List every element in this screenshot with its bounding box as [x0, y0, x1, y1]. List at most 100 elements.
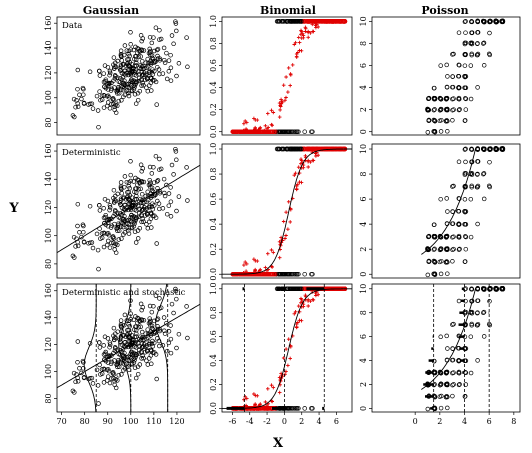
binomial-proportion-point: [255, 259, 260, 263]
binomial-proportion-point: [245, 262, 249, 266]
y-tick-label: 100: [44, 228, 53, 243]
data-point: [130, 214, 135, 220]
binomial-proportion-point: [301, 304, 306, 309]
data-point: [141, 48, 147, 53]
data-point: [153, 153, 159, 159]
data-point: [136, 178, 142, 183]
binary-observation: [277, 271, 282, 277]
binomial-proportion-point: [299, 49, 304, 53]
data-point: [135, 315, 140, 321]
data-point: [111, 371, 117, 377]
data-point: [166, 191, 172, 196]
data-point: [87, 203, 93, 209]
mean-line: [56, 164, 201, 253]
data-point: [103, 79, 108, 84]
count-observation: [444, 106, 449, 112]
data-point: [174, 157, 179, 163]
y-tick-label: 140: [44, 172, 53, 187]
data-point: [101, 367, 107, 372]
data-point: [132, 92, 138, 97]
count-observation: [468, 234, 474, 240]
count-observation: [444, 62, 449, 68]
data-point: [139, 307, 144, 313]
binary-observation: [302, 271, 307, 277]
x-tick-label: 70: [57, 417, 67, 426]
data-point: [118, 196, 124, 201]
binary-observation: [297, 146, 303, 152]
binary-observation: [277, 129, 282, 134]
data-point: [112, 107, 117, 113]
data-point: [141, 83, 146, 88]
data-point: [184, 35, 189, 40]
binomial-proportion-point: [284, 233, 288, 238]
count-observation: [444, 382, 450, 387]
binomial-proportion-point: [266, 251, 270, 256]
count-observation: [438, 246, 444, 251]
data-point: [101, 244, 107, 250]
data-point: [141, 219, 146, 224]
binary-observation: [288, 129, 293, 134]
count-observation: [469, 41, 475, 47]
data-point: [155, 186, 160, 191]
data-point: [106, 95, 112, 100]
count-observation: [443, 260, 449, 265]
data-point: [174, 208, 179, 214]
data-point: [118, 68, 124, 73]
data-point: [140, 305, 146, 310]
data-point: [115, 221, 121, 227]
count-observation: [438, 405, 444, 411]
count-observation: [425, 406, 431, 412]
data-point: [115, 87, 121, 93]
data-point: [160, 206, 166, 211]
count-observation: [456, 62, 462, 68]
data-point: [107, 70, 113, 76]
data-point: [109, 376, 114, 381]
y-tick-label: 2: [359, 247, 368, 252]
data-point: [185, 64, 190, 70]
count-observation: [463, 234, 468, 239]
data-point: [166, 340, 172, 346]
data-point: [148, 62, 154, 67]
binomial-proportion-point: [265, 403, 269, 407]
data-point: [79, 234, 84, 240]
binomial-proportion-point: [242, 397, 246, 402]
data-point: [136, 324, 141, 330]
data-point: [147, 34, 153, 40]
data-point: [99, 93, 105, 99]
data-point: [150, 344, 156, 349]
data-point: [112, 211, 118, 216]
binomial-proportion-point: [265, 406, 269, 411]
count-observation: [444, 95, 450, 101]
binomial-proportion-point: [294, 55, 299, 59]
data-point: [75, 360, 80, 365]
binomial-proportion-point: [292, 173, 297, 177]
data-point: [116, 98, 122, 104]
binomial-proportion-point: [277, 101, 282, 105]
panel-frame: [221, 143, 353, 279]
count-observation: [463, 222, 469, 227]
data-point: [102, 84, 107, 89]
data-point: [126, 48, 132, 54]
count-observation: [443, 119, 449, 124]
data-point: [131, 179, 136, 184]
data-point: [133, 240, 139, 245]
data-point: [143, 60, 148, 66]
y-tick-label: 4: [359, 85, 368, 90]
binomial-proportion-point: [314, 293, 318, 298]
data-point: [73, 104, 78, 110]
binomial-proportion-point: [314, 154, 318, 158]
data-point: [119, 70, 125, 76]
count-observation: [425, 107, 431, 113]
count-observation: [445, 271, 450, 276]
data-point: [155, 53, 160, 59]
data-point: [105, 223, 111, 229]
binomial-proportion-point: [271, 385, 276, 390]
data-point: [120, 62, 126, 67]
y-tick-label: 0.8: [209, 306, 218, 319]
data-point: [162, 331, 168, 336]
data-point: [105, 360, 111, 365]
data-point: [71, 234, 77, 240]
data-point: [154, 47, 160, 53]
data-point: [94, 367, 100, 373]
data-point: [169, 33, 175, 38]
